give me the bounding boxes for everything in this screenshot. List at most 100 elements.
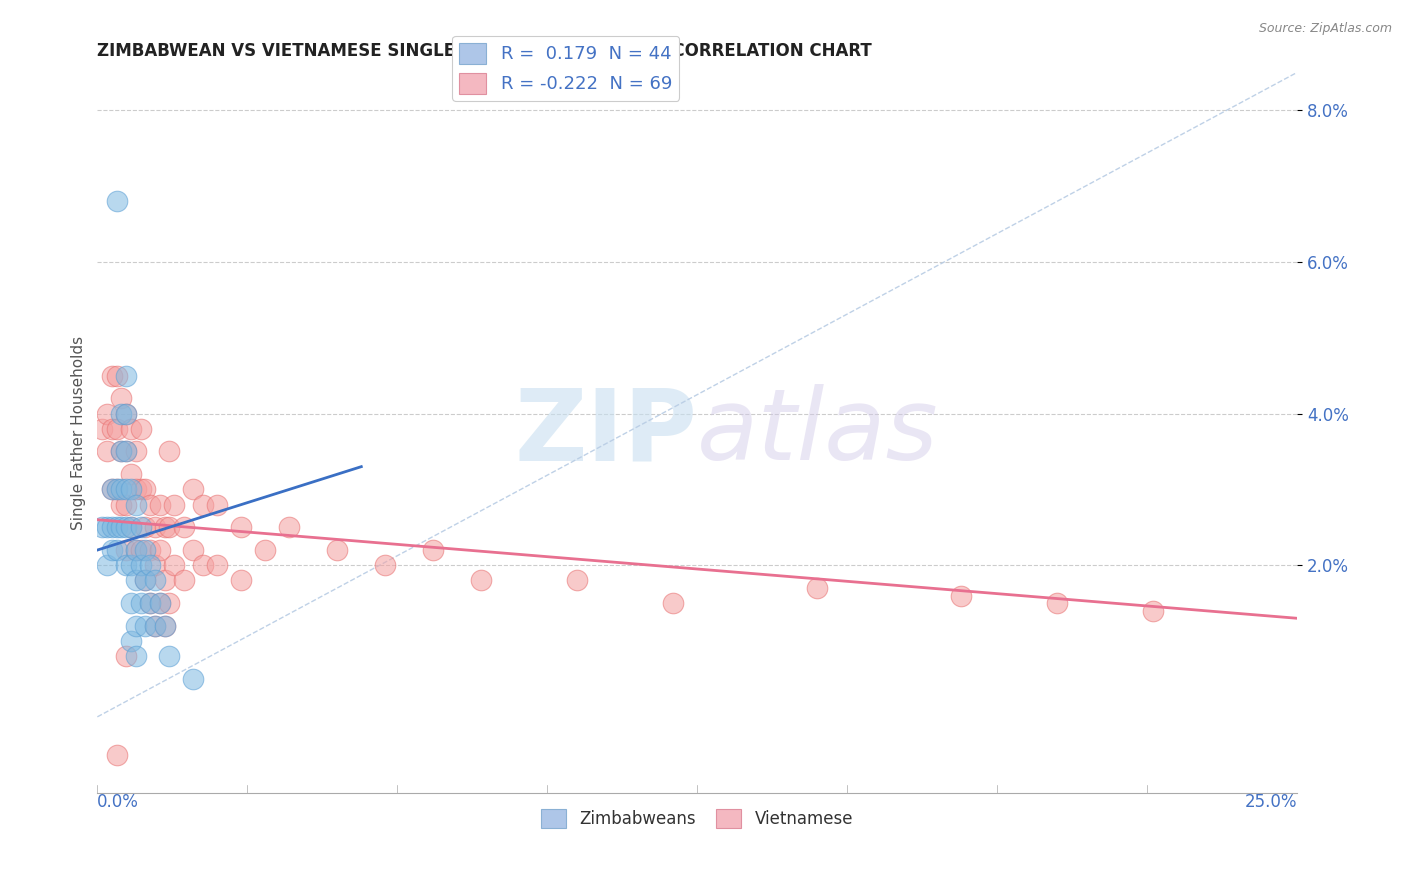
Point: [1142, 604, 1164, 618]
Point: [191, 498, 214, 512]
Point: [143, 574, 166, 588]
Point: [173, 520, 195, 534]
Point: [105, 483, 128, 497]
Text: ZIMBABWEAN VS VIETNAMESE SINGLE FATHER HOUSEHOLDS CORRELATION CHART: ZIMBABWEAN VS VIETNAMESE SINGLE FATHER H…: [97, 42, 872, 60]
Point: [115, 558, 138, 573]
Point: [105, 194, 128, 209]
Point: [100, 483, 122, 497]
Point: [134, 543, 156, 558]
Point: [134, 483, 156, 497]
Point: [139, 543, 162, 558]
Point: [183, 672, 205, 686]
Text: 25.0%: 25.0%: [1244, 793, 1298, 811]
Point: [806, 581, 828, 595]
Point: [105, 422, 128, 436]
Point: [105, 368, 128, 383]
Point: [153, 619, 176, 633]
Point: [120, 558, 142, 573]
Point: [157, 444, 180, 458]
Point: [115, 407, 138, 421]
Point: [110, 444, 132, 458]
Point: [110, 520, 132, 534]
Point: [143, 558, 166, 573]
Point: [120, 520, 142, 534]
Point: [374, 558, 396, 573]
Point: [129, 520, 152, 534]
Point: [125, 444, 148, 458]
Point: [470, 574, 492, 588]
Point: [125, 619, 148, 633]
Point: [115, 543, 138, 558]
Point: [129, 558, 152, 573]
Text: Source: ZipAtlas.com: Source: ZipAtlas.com: [1258, 22, 1392, 36]
Point: [100, 368, 122, 383]
Text: ZIP: ZIP: [515, 384, 697, 481]
Point: [110, 407, 132, 421]
Point: [1046, 596, 1069, 610]
Point: [149, 596, 172, 610]
Point: [129, 543, 152, 558]
Point: [100, 543, 122, 558]
Point: [163, 498, 186, 512]
Point: [143, 619, 166, 633]
Point: [139, 498, 162, 512]
Point: [120, 467, 142, 482]
Point: [120, 520, 142, 534]
Point: [134, 520, 156, 534]
Point: [231, 520, 253, 534]
Point: [110, 444, 132, 458]
Point: [100, 422, 122, 436]
Point: [207, 558, 229, 573]
Point: [115, 407, 138, 421]
Point: [254, 543, 277, 558]
Point: [139, 596, 162, 610]
Point: [139, 558, 162, 573]
Point: [149, 596, 172, 610]
Point: [143, 520, 166, 534]
Point: [110, 483, 132, 497]
Point: [110, 498, 132, 512]
Point: [950, 589, 973, 603]
Point: [149, 498, 172, 512]
Point: [125, 574, 148, 588]
Point: [125, 483, 148, 497]
Point: [173, 574, 195, 588]
Point: [96, 407, 118, 421]
Point: [183, 543, 205, 558]
Point: [163, 558, 186, 573]
Point: [115, 498, 138, 512]
Point: [115, 483, 138, 497]
Point: [662, 596, 685, 610]
Point: [191, 558, 214, 573]
Point: [231, 574, 253, 588]
Point: [139, 596, 162, 610]
Point: [115, 444, 138, 458]
Point: [134, 574, 156, 588]
Point: [153, 520, 176, 534]
Point: [110, 392, 132, 406]
Point: [157, 649, 180, 664]
Point: [207, 498, 229, 512]
Point: [125, 543, 148, 558]
Point: [120, 483, 142, 497]
Point: [105, 520, 128, 534]
Point: [143, 619, 166, 633]
Point: [134, 619, 156, 633]
Point: [91, 520, 114, 534]
Point: [183, 483, 205, 497]
Point: [105, 543, 128, 558]
Point: [100, 520, 122, 534]
Point: [115, 444, 138, 458]
Legend: Zimbabweans, Vietnamese: Zimbabweans, Vietnamese: [534, 803, 860, 835]
Point: [100, 483, 122, 497]
Point: [125, 543, 148, 558]
Point: [134, 574, 156, 588]
Point: [96, 444, 118, 458]
Text: atlas: atlas: [697, 384, 939, 481]
Point: [96, 558, 118, 573]
Point: [120, 596, 142, 610]
Point: [157, 520, 180, 534]
Text: 0.0%: 0.0%: [97, 793, 139, 811]
Point: [96, 520, 118, 534]
Point: [115, 520, 138, 534]
